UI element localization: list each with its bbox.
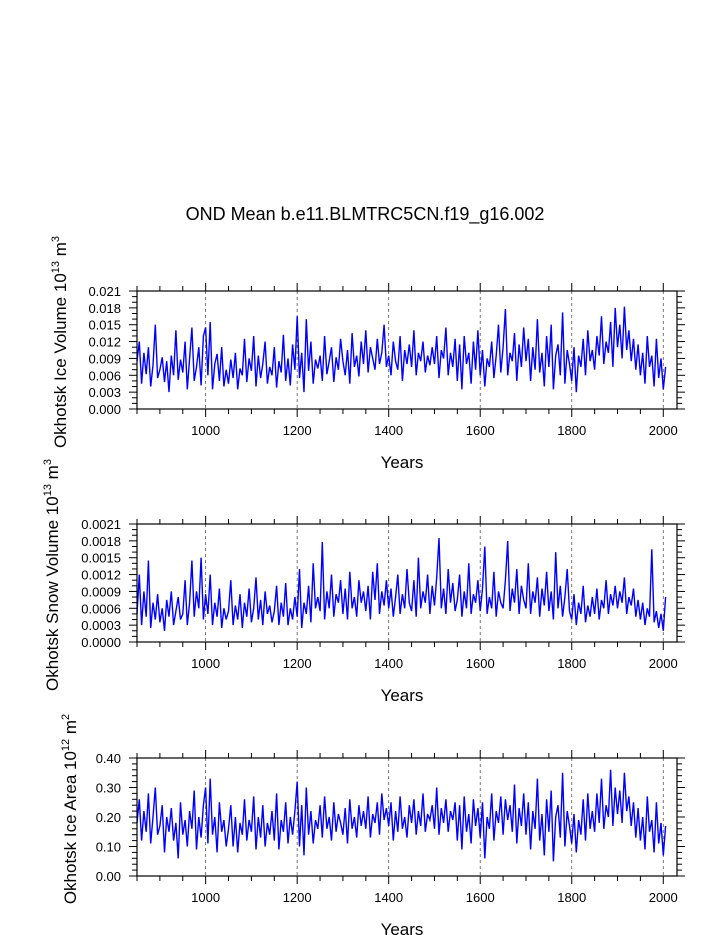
x-tick-label: 1600 <box>466 656 495 671</box>
series-line <box>136 769 667 862</box>
x-tick-label: 1600 <box>466 423 495 438</box>
y-tick-label: 0.0006 <box>81 601 121 616</box>
y-tick-label: 0.00 <box>96 869 121 884</box>
y-tick-label: 0.015 <box>88 318 121 333</box>
y-axis-label-unit: m <box>61 720 80 739</box>
y-tick-label: 0.018 <box>88 301 121 316</box>
x-tick-label: 1000 <box>191 890 220 905</box>
panel-2: 1000 1200 1400 1600 1800 2000 0.0000 0.0003 0.00… <box>42 459 685 705</box>
y-axis-label-unit-exponent: 2 <box>60 714 72 720</box>
series-line <box>136 306 667 393</box>
y-tick-label: 0.0000 <box>81 635 121 650</box>
y-tick-label: 0.0009 <box>81 584 121 599</box>
y-tick-label: 0.006 <box>88 368 121 383</box>
x-axis-label: Years <box>381 453 424 472</box>
y-tick-label: 0.0018 <box>81 534 121 549</box>
y-axis-label-unit: m <box>43 465 62 484</box>
chart-title: OND Mean b.e11.BLMTRC5CN.f19_g16.002 <box>186 204 545 225</box>
x-tick-label: 2000 <box>649 656 678 671</box>
x-tick-label: 1200 <box>283 656 312 671</box>
x-tick-label: 1400 <box>374 656 403 671</box>
x-tick-label: 1000 <box>191 423 220 438</box>
x-axis-label: Years <box>381 920 424 935</box>
series-line <box>136 537 667 631</box>
plot-frame <box>136 290 678 410</box>
y-tick-label: 0.10 <box>96 840 121 855</box>
x-tick-label: 1000 <box>191 656 220 671</box>
y-axis-label-text: Okhotsk Ice Volume 10 <box>51 273 70 448</box>
panel-3: 1000 1200 1400 1600 1800 2000 0.00 0.10 0.20 0.30… <box>60 714 685 935</box>
y-tick-label: 0.012 <box>88 335 121 350</box>
y-axis-label: Okhotsk Snow Volume 1013 m3 <box>42 459 62 691</box>
x-tick-label: 1200 <box>283 423 312 438</box>
y-tick-label: 0.40 <box>96 751 121 766</box>
x-tick-label: 1800 <box>557 890 586 905</box>
y-axis-label-exponent: 12 <box>60 739 72 751</box>
x-tick-label: 1800 <box>557 656 586 671</box>
y-tick-label: 0.20 <box>96 810 121 825</box>
y-tick-label: 0.0015 <box>81 551 121 566</box>
x-axis-label: Years <box>381 686 424 705</box>
y-tick-label: 0.0003 <box>81 618 121 633</box>
y-axis-label-unit-exponent: 3 <box>50 236 62 242</box>
plot-frame <box>136 523 678 643</box>
x-tick-label: 1600 <box>466 890 495 905</box>
panel-1: 1000 1200 1400 1600 1800 2000 0.000 0.003 0.006 0… <box>50 236 685 472</box>
y-axis-label-unit-exponent: 3 <box>42 459 54 465</box>
x-tick-label: 1200 <box>283 890 312 905</box>
y-axis-label: Okhotsk Ice Area 1012 m2 <box>60 714 80 904</box>
x-tick-label: 2000 <box>649 423 678 438</box>
y-axis-label-unit: m <box>51 242 70 261</box>
y-tick-label: 0.003 <box>88 385 121 400</box>
y-axis-label-exponent: 13 <box>42 484 54 496</box>
y-tick-label: 0.0021 <box>81 517 121 532</box>
y-tick-label: 0.000 <box>88 402 121 417</box>
y-tick-label: 0.0012 <box>81 568 121 583</box>
x-tick-label: 1400 <box>374 890 403 905</box>
y-tick-label: 0.009 <box>88 351 121 366</box>
y-tick-label: 0.30 <box>96 781 121 796</box>
y-axis-label-text: Okhotsk Ice Area 10 <box>61 751 80 904</box>
x-tick-label: 2000 <box>649 890 678 905</box>
x-tick-label: 1800 <box>557 423 586 438</box>
x-tick-label: 1400 <box>374 423 403 438</box>
y-axis-label-exponent: 13 <box>50 261 62 273</box>
y-tick-label: 0.021 <box>88 284 121 299</box>
y-axis-label-text: Okhotsk Snow Volume 10 <box>43 496 62 691</box>
y-axis-label: Okhotsk Ice Volume 1013 m3 <box>50 236 70 448</box>
